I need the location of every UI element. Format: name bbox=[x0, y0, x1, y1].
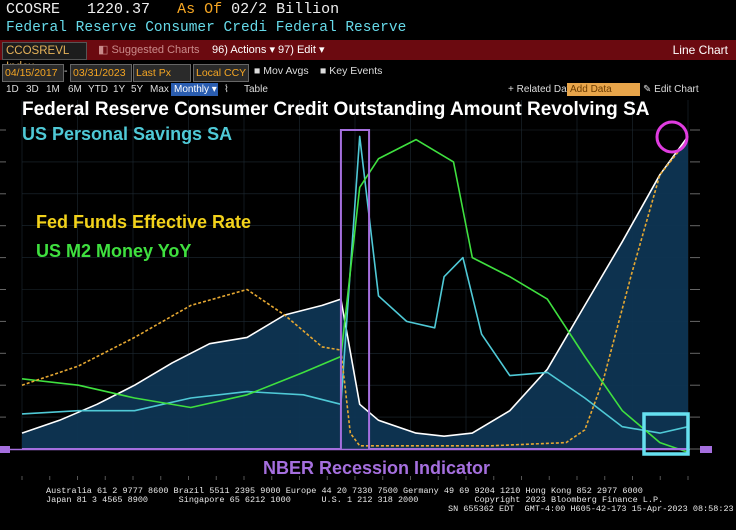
last-value: 1220.37 bbox=[87, 1, 151, 18]
edit-chart-label: Edit Chart bbox=[654, 84, 699, 95]
key-events-label: Key Events bbox=[329, 65, 383, 77]
ticker-symbol: CCOSRE bbox=[6, 1, 61, 18]
axis-ticks bbox=[0, 129, 700, 480]
series-line-personal-savings bbox=[21, 135, 689, 434]
start-date-input[interactable]: 04/15/2017 bbox=[2, 64, 64, 82]
chart-icon[interactable]: ⌇ bbox=[224, 84, 229, 95]
nber-annotation: NBER Recession Indicator bbox=[263, 458, 490, 478]
as-of-label: As Of bbox=[177, 1, 223, 18]
mov-avgs-label: Mov Avgs bbox=[263, 65, 309, 77]
series-line-fed-funds bbox=[21, 139, 689, 447]
suggested-icon: ◧ bbox=[98, 44, 112, 56]
area-layer bbox=[22, 136, 688, 449]
chevron-down-icon: ▾ bbox=[269, 44, 276, 56]
gear-icon: ✎ bbox=[643, 84, 655, 95]
period-1m[interactable]: 1M bbox=[46, 84, 60, 95]
suggested-charts-label: Suggested Charts bbox=[111, 44, 200, 56]
footer-contacts-2: Japan 81 3 4565 8900 Singapore 65 6212 1… bbox=[46, 495, 664, 505]
chart-type-label: Line Chart bbox=[672, 43, 728, 57]
revolving-credit-area bbox=[22, 136, 688, 449]
chart-title: Federal Reserve Consumer Credit Outstand… bbox=[22, 99, 650, 120]
right-axis-marker bbox=[700, 446, 712, 453]
period-6m[interactable]: 6M bbox=[68, 84, 82, 95]
key-events-toggle[interactable]: ■ Key Events bbox=[320, 65, 382, 77]
left-axis-marker bbox=[0, 446, 10, 453]
period-1y[interactable]: 1Y bbox=[113, 84, 126, 95]
period-ytd[interactable]: YTD bbox=[88, 84, 108, 95]
period-bar: 1D 3D 1M 6M YTD 1Y 5Y Max Monthly ▾ ⌇ Ta… bbox=[0, 83, 736, 99]
checkbox-icon: ■ bbox=[254, 65, 264, 77]
period-5y[interactable]: 5Y bbox=[131, 84, 144, 95]
period-1d[interactable]: 1D bbox=[6, 84, 19, 95]
footer-contacts-1: Australia 61 2 9777 8600 Brazil 5511 239… bbox=[46, 486, 643, 496]
footer-session: SN 655362 EDT GMT-4:00 H605-42-173 15-Ap… bbox=[448, 504, 734, 514]
savings-annotation: US Personal Savings SA bbox=[22, 124, 232, 144]
end-date-input[interactable]: 03/31/2023 bbox=[70, 64, 132, 82]
add-data-input[interactable]: Add Data bbox=[567, 83, 640, 97]
highlight-box bbox=[642, 412, 690, 456]
checkbox-icon: ■ bbox=[320, 65, 330, 77]
fed-funds-annotation: Fed Funds Effective Rate bbox=[36, 212, 251, 232]
related-data-button[interactable]: + Related Dat bbox=[508, 84, 570, 95]
edit-chart-button[interactable]: ✎ Edit Chart bbox=[643, 84, 699, 95]
table-button[interactable]: Table bbox=[244, 84, 268, 95]
edit-menu[interactable]: 97) Edit ▾ bbox=[278, 42, 325, 58]
frequency-select[interactable]: Monthly ▾ bbox=[171, 83, 218, 97]
date-controls: 04/15/2017 - 03/31/2023 Last Px Local CC… bbox=[0, 64, 736, 82]
frequency-label: Monthly bbox=[174, 84, 210, 95]
actions-label: 96) Actions bbox=[212, 44, 267, 56]
m2-annotation: US M2 Money YoY bbox=[36, 241, 191, 261]
series-line-revolving-credit bbox=[21, 135, 689, 437]
price-field-select[interactable]: Last Px bbox=[133, 64, 191, 82]
chevron-down-icon: ▾ bbox=[318, 44, 325, 56]
series-description: Federal Reserve Consumer Credi Federal R… bbox=[6, 20, 407, 36]
actions-menu[interactable]: 96) Actions ▾ bbox=[212, 42, 275, 58]
currency-select[interactable]: Local CCY bbox=[193, 64, 249, 82]
period-3d[interactable]: 3D bbox=[26, 84, 39, 95]
highlight-circle bbox=[655, 120, 689, 154]
mov-avgs-toggle[interactable]: ■ Mov Avgs bbox=[254, 65, 309, 77]
edit-label: 97) Edit bbox=[278, 44, 316, 56]
ticker-input[interactable]: CCOSREVL Index bbox=[2, 42, 87, 73]
date-separator: - bbox=[64, 65, 68, 77]
period-max[interactable]: Max bbox=[150, 84, 169, 95]
ticker-header: CCOSRE 1220.37 As Of 02/2 Billion bbox=[6, 1, 339, 18]
command-toolbar: CCOSREVL Index ◧ Suggested Charts 96) Ac… bbox=[0, 40, 736, 73]
as-of-value: 02/2 Billion bbox=[231, 1, 340, 18]
suggested-charts-button[interactable]: ◧ Suggested Charts bbox=[98, 42, 200, 58]
line-chart: Federal Reserve Consumer Credit Outstand… bbox=[0, 96, 736, 485]
series-line-m2 bbox=[21, 138, 689, 453]
